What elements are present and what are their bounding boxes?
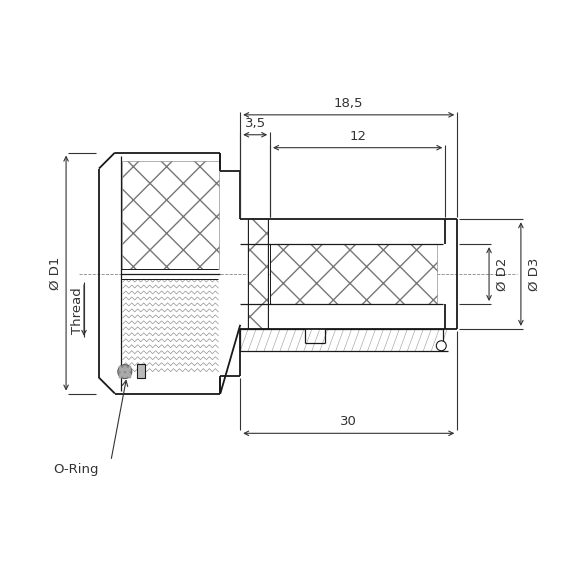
Text: 12: 12 bbox=[349, 130, 366, 143]
Text: Ø D2: Ø D2 bbox=[496, 257, 509, 291]
Bar bbox=[248, 219, 268, 329]
Text: 30: 30 bbox=[340, 416, 357, 428]
Text: 18,5: 18,5 bbox=[334, 97, 364, 110]
Bar bbox=[270, 244, 437, 304]
Circle shape bbox=[436, 341, 446, 351]
Text: Thread: Thread bbox=[70, 287, 84, 334]
Bar bbox=[137, 364, 145, 378]
Text: O-Ring: O-Ring bbox=[53, 463, 98, 476]
Text: Ø D1: Ø D1 bbox=[49, 257, 62, 290]
Text: 3,5: 3,5 bbox=[244, 117, 266, 130]
Text: Ø D3: Ø D3 bbox=[528, 257, 541, 291]
Bar bbox=[119, 365, 131, 378]
Bar bbox=[122, 161, 219, 269]
Circle shape bbox=[118, 365, 132, 378]
